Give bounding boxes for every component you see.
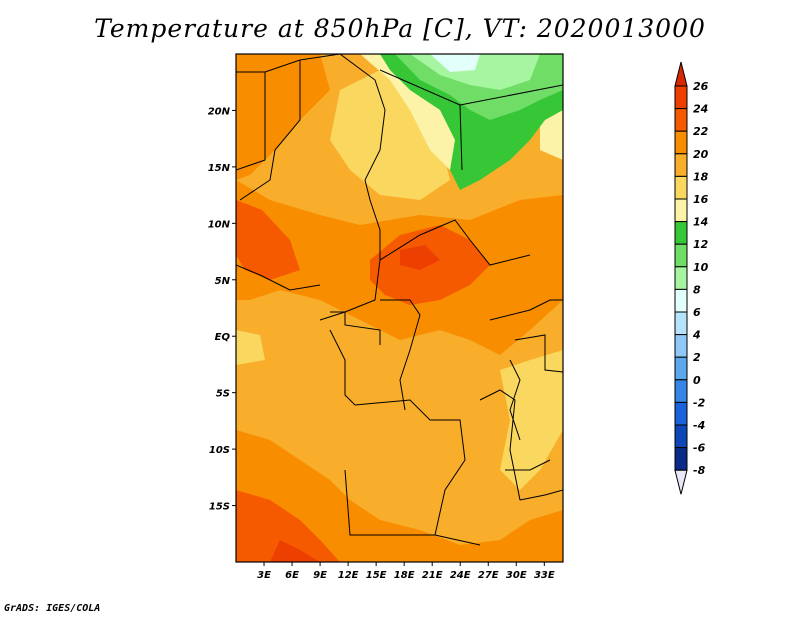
- lon-tick-label: 6E: [285, 570, 299, 581]
- grads-credit: GrADS: IGES/COLA: [4, 603, 101, 614]
- colorbar-swatch: [674, 266, 688, 290]
- colorbar-swatch: [674, 424, 688, 449]
- colorbar-swatch: [674, 130, 688, 155]
- colorbar-swatch: [674, 198, 688, 223]
- colorbar-swatch: [674, 447, 688, 471]
- colorbar-label: 20: [693, 148, 709, 161]
- temperature-band-22-24: [236, 200, 490, 562]
- colorbar-swatch: [674, 153, 688, 177]
- temperature-band-16-18: [236, 70, 563, 490]
- colorbar-label: -6: [693, 442, 706, 455]
- colorbar-label: 16: [693, 193, 709, 206]
- colorbar-swatch: [674, 85, 688, 110]
- colorbar-label: 8: [693, 283, 701, 296]
- lat-tick-label: 5S: [216, 389, 230, 400]
- colorbar-label: 12: [693, 238, 709, 251]
- colorbar-label: 26: [693, 80, 709, 93]
- colorbar-swatch: [674, 401, 688, 426]
- temperature-field: [236, 54, 563, 562]
- map-title: Temperature at 850hPa [C], VT: 202001300…: [94, 14, 706, 43]
- colorbar-label: 4: [692, 329, 701, 342]
- colorbar-swatch: [674, 356, 688, 381]
- lon-tick-label: 33E: [534, 570, 555, 581]
- lat-tick-label: EQ: [215, 332, 231, 343]
- lon-tick-label: 15E: [366, 570, 387, 581]
- colorbar-label: 18: [693, 170, 709, 183]
- lat-tick-label: 5N: [215, 276, 231, 287]
- colorbar-swatch: [674, 288, 688, 313]
- colorbar-swatch: [674, 379, 688, 403]
- colorbar-arrow-bottom: [674, 469, 688, 495]
- lon-tick-label: 12E: [338, 570, 359, 581]
- latitude-axis: 20N 15N 10N 5N EQ 5S 10S 15S: [208, 106, 236, 513]
- longitude-axis: 3E 6E 9E 12E 15E 18E 21E 24E 27E 30E 33E: [257, 562, 555, 581]
- colorbar-label: 10: [693, 261, 709, 274]
- colorbar-label: 14: [693, 216, 708, 229]
- colorbar-label: 2: [693, 351, 701, 364]
- colorbar-swatch: [674, 243, 688, 268]
- map-frame: [235, 53, 564, 563]
- lon-tick-label: 18E: [394, 570, 415, 581]
- country-borders: [236, 54, 563, 546]
- colorbar-swatch: [674, 108, 688, 132]
- colorbar-label: 6: [693, 306, 701, 319]
- colorbar-label: -8: [693, 464, 706, 477]
- lat-tick-label: 10S: [209, 445, 230, 456]
- lat-tick-label: 10N: [208, 219, 231, 230]
- colorbar-arrow-top: [674, 61, 688, 87]
- lon-tick-label: 24E: [450, 570, 471, 581]
- lat-tick-label: 15N: [208, 163, 231, 174]
- lon-tick-label: 21E: [422, 570, 443, 581]
- temperature-band-20-22: [236, 54, 563, 562]
- colorbar-swatch: [674, 221, 688, 245]
- colorbar-swatch: [674, 334, 688, 358]
- colorbar-swatch: [674, 175, 688, 200]
- lat-tick-label: 20N: [208, 106, 231, 117]
- temperature-band-6-8: [430, 54, 480, 72]
- colorbar-label: 22: [693, 125, 709, 138]
- colorbar-swatch: [674, 311, 688, 336]
- colorbar-label: -2: [693, 396, 706, 409]
- colorbar-label: 0: [693, 374, 701, 387]
- lon-tick-label: 9E: [313, 570, 327, 581]
- lat-tick-label: 15S: [209, 502, 230, 513]
- lon-tick-label: 3E: [257, 570, 271, 581]
- lon-tick-label: 30E: [506, 570, 527, 581]
- lon-tick-label: 27E: [478, 570, 499, 581]
- colorbar-label: -4: [693, 419, 705, 432]
- colorbar-label: 24: [693, 103, 708, 116]
